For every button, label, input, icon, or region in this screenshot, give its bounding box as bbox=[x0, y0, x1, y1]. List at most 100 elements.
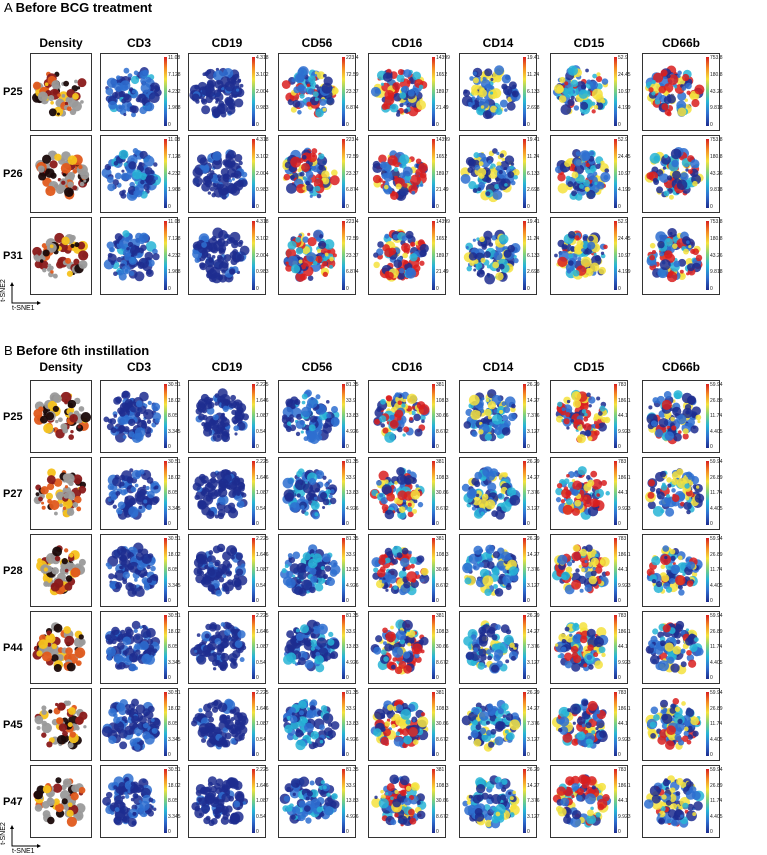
axis-label-y: t-SNE2 bbox=[0, 279, 7, 302]
colorbar-tick: 0.54 bbox=[256, 430, 266, 435]
colorbar-tick: 0 bbox=[618, 123, 621, 128]
colorbar-tick: 1.968 bbox=[168, 188, 181, 193]
colorbar-tick: 0 bbox=[618, 676, 621, 681]
colorbar-tick: 7.376 bbox=[527, 645, 540, 650]
colorbar-tick: 3.127 bbox=[527, 661, 540, 666]
colorbar-tick: 381 bbox=[436, 460, 444, 465]
colorbar-tick: 8.05 bbox=[168, 645, 178, 650]
colorbar-tick: 52.9 bbox=[618, 138, 628, 143]
colorbar-tick: 30.51 bbox=[168, 460, 181, 465]
colorbar bbox=[252, 615, 255, 679]
colorbar-tick: 1.646 bbox=[256, 399, 269, 404]
colorbar-tick: 223.4 bbox=[346, 220, 359, 225]
tsne-map bbox=[460, 689, 522, 760]
colorbar-tick: 1652 bbox=[436, 155, 447, 160]
colorbar-tick: 2.698 bbox=[527, 270, 540, 275]
colorbar-tick: 0 bbox=[346, 123, 349, 128]
tsne-map bbox=[551, 54, 613, 130]
colorbar-tick: 81.35 bbox=[346, 537, 359, 542]
colorbar-tick: 0 bbox=[256, 830, 259, 835]
colorbar bbox=[523, 538, 526, 602]
axis-arrows bbox=[8, 281, 44, 307]
colorbar-tick: 2.004 bbox=[256, 172, 269, 177]
tsne-map bbox=[369, 766, 431, 837]
colorbar-tick: 0 bbox=[710, 676, 713, 681]
colorbar-tick: 108.3 bbox=[436, 630, 449, 635]
column-header: CD19 bbox=[188, 36, 266, 50]
colorbar-tick: 14.27 bbox=[527, 553, 540, 558]
colorbar-tick: 7.376 bbox=[527, 491, 540, 496]
colorbar-tick: 4.318 bbox=[256, 56, 269, 61]
colorbar-tick: 3.127 bbox=[527, 815, 540, 820]
colorbar-tick: 0 bbox=[527, 287, 530, 292]
colorbar bbox=[432, 538, 435, 602]
axis-label-y: t-SNE2 bbox=[0, 822, 7, 845]
column-header: CD56 bbox=[278, 360, 356, 374]
colorbar-tick: 3.345 bbox=[168, 430, 181, 435]
colorbar-tick: 0 bbox=[527, 676, 530, 681]
colorbar-tick: 4.926 bbox=[346, 430, 359, 435]
colorbar-tick: 7.128 bbox=[168, 155, 181, 160]
colorbar bbox=[164, 692, 167, 756]
colorbar-tick: 19.41 bbox=[527, 56, 540, 61]
colorbar-tick: 2.225 bbox=[256, 383, 269, 388]
tsne-map bbox=[643, 136, 705, 212]
colorbar-tick: 4.405 bbox=[710, 584, 723, 589]
colorbar-tick: 2.225 bbox=[256, 537, 269, 542]
colorbar-tick: 0 bbox=[436, 445, 439, 450]
density-panel bbox=[30, 688, 92, 761]
colorbar-tick: 0 bbox=[527, 599, 530, 604]
colorbar-tick: 0 bbox=[618, 830, 621, 835]
colorbar-tick: 1.646 bbox=[256, 707, 269, 712]
colorbar-tick: 0 bbox=[346, 445, 349, 450]
colorbar-tick: 30.66 bbox=[436, 568, 449, 573]
colorbar bbox=[614, 57, 617, 126]
colorbar-tick: 8.05 bbox=[168, 414, 178, 419]
colorbar-tick: 4.232 bbox=[168, 254, 181, 259]
colorbar-tick: 81.35 bbox=[346, 768, 359, 773]
colorbar-tick: 24.45 bbox=[618, 155, 631, 160]
colorbar bbox=[252, 461, 255, 525]
density-map bbox=[31, 612, 91, 683]
row-label: P25 bbox=[3, 86, 23, 98]
colorbar bbox=[164, 221, 167, 290]
colorbar-tick: 783 bbox=[618, 768, 626, 773]
colorbar-tick: 0 bbox=[527, 522, 530, 527]
colorbar-tick: 30.51 bbox=[168, 768, 181, 773]
colorbar bbox=[706, 538, 709, 602]
colorbar-tick: 6.133 bbox=[527, 254, 540, 259]
colorbar-tick: 0 bbox=[256, 287, 259, 292]
column-header: CD15 bbox=[550, 36, 628, 50]
colorbar-tick: 7.128 bbox=[168, 237, 181, 242]
colorbar-tick: 4.926 bbox=[346, 507, 359, 512]
colorbar bbox=[614, 769, 617, 833]
colorbar bbox=[342, 221, 345, 290]
colorbar-tick: 30.66 bbox=[436, 491, 449, 496]
tsne-map bbox=[369, 458, 431, 529]
colorbar bbox=[252, 221, 255, 290]
density-map bbox=[31, 136, 91, 212]
colorbar-tick: 59.94 bbox=[710, 614, 723, 619]
colorbar-tick: 18.02 bbox=[168, 399, 181, 404]
colorbar-tick: 3.102 bbox=[256, 155, 269, 160]
colorbar-tick: 2.225 bbox=[256, 460, 269, 465]
colorbar-tick: 52.9 bbox=[618, 220, 628, 225]
tsne-map bbox=[189, 766, 251, 837]
colorbar-tick: 2.225 bbox=[256, 691, 269, 696]
column-header: CD16 bbox=[368, 360, 446, 374]
tsne-map bbox=[101, 689, 163, 760]
